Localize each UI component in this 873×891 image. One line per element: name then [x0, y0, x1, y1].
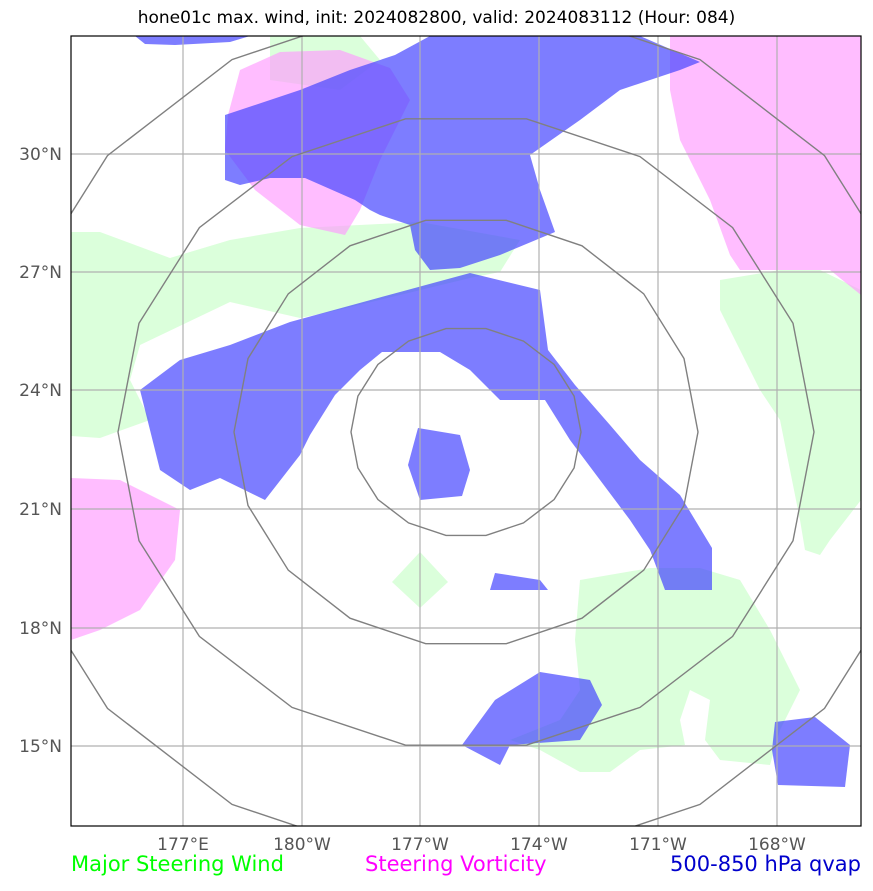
- map-title: hone01c max. wind, init: 2024082800, val…: [137, 8, 736, 28]
- lon-label-168w: 168°W: [748, 835, 806, 855]
- range-ring-1: [350, 327, 582, 537]
- lon-label-177w: 177°W: [391, 835, 449, 855]
- lon-label-171w: 171°W: [629, 835, 687, 855]
- lat-label-18n: 18°N: [19, 619, 62, 639]
- range-ring-3: [117, 118, 815, 746]
- legend-qvap: 500-850 hPa qvap: [670, 852, 861, 876]
- graticule: [71, 36, 861, 826]
- qvap-layer: [135, 36, 850, 787]
- legend-major-steering-wind: Major Steering Wind: [71, 852, 284, 876]
- lat-label-15n: 15°N: [19, 737, 62, 757]
- lon-label-174w: 174°W: [510, 835, 568, 855]
- lat-label-30n: 30°N: [19, 145, 62, 165]
- lat-label-21n: 21°N: [19, 500, 62, 520]
- range-ring-2: [233, 219, 699, 645]
- range-rings: [71, 36, 861, 826]
- lon-label-180w: 180°W: [273, 835, 331, 855]
- lon-label-177e: 177°E: [157, 835, 209, 855]
- latitude-labels: 30°N 27°N 24°N 21°N 18°N 15°N: [19, 145, 62, 757]
- plot-frame: [70, 35, 862, 827]
- longitude-labels: 177°E 180°W 177°W 174°W 171°W 168°W: [157, 835, 806, 855]
- legend-steering-vorticity: Steering Vorticity: [365, 852, 547, 876]
- lat-label-24n: 24°N: [19, 381, 62, 401]
- lat-label-27n: 27°N: [19, 263, 62, 283]
- range-ring-4: [71, 36, 861, 826]
